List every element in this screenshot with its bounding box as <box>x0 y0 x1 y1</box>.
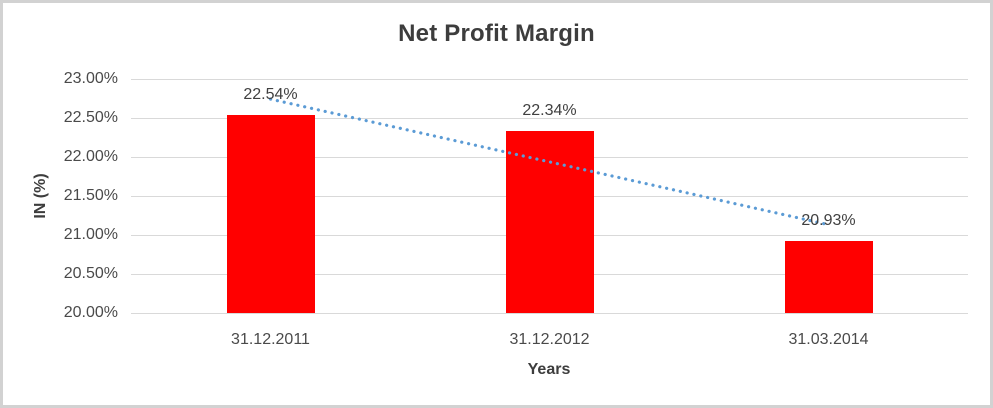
y-tick-label: 20.00% <box>63 304 118 321</box>
bar-data-label: 22.34% <box>522 101 577 119</box>
y-tick-label: 21.00% <box>63 226 118 243</box>
y-tick-label: 22.00% <box>63 148 118 165</box>
plot-area: 22.54% 22.34% 20.93% <box>131 79 968 314</box>
x-tick-label: 31.12.2011 <box>231 331 310 348</box>
chart-title: Net Profit Margin <box>398 20 595 47</box>
x-tick-label: 31.12.2012 <box>509 331 590 348</box>
y-tick-label: 21.50% <box>63 187 118 204</box>
trendline[interactable] <box>131 79 968 313</box>
y-tick-label: 20.50% <box>63 265 118 282</box>
bar-data-label: 20.93% <box>801 211 856 229</box>
gridline <box>131 313 968 314</box>
x-tick-label: 31.03.2014 <box>788 331 869 348</box>
gridline <box>131 118 968 119</box>
x-axis-title: Years <box>527 361 571 378</box>
bar[interactable] <box>784 240 873 313</box>
y-tick-label: 22.50% <box>63 109 118 126</box>
bar[interactable] <box>226 114 315 313</box>
bar-data-label: 22.54% <box>243 85 298 103</box>
gridline <box>131 79 968 80</box>
y-tick-label: 23.00% <box>63 70 118 87</box>
